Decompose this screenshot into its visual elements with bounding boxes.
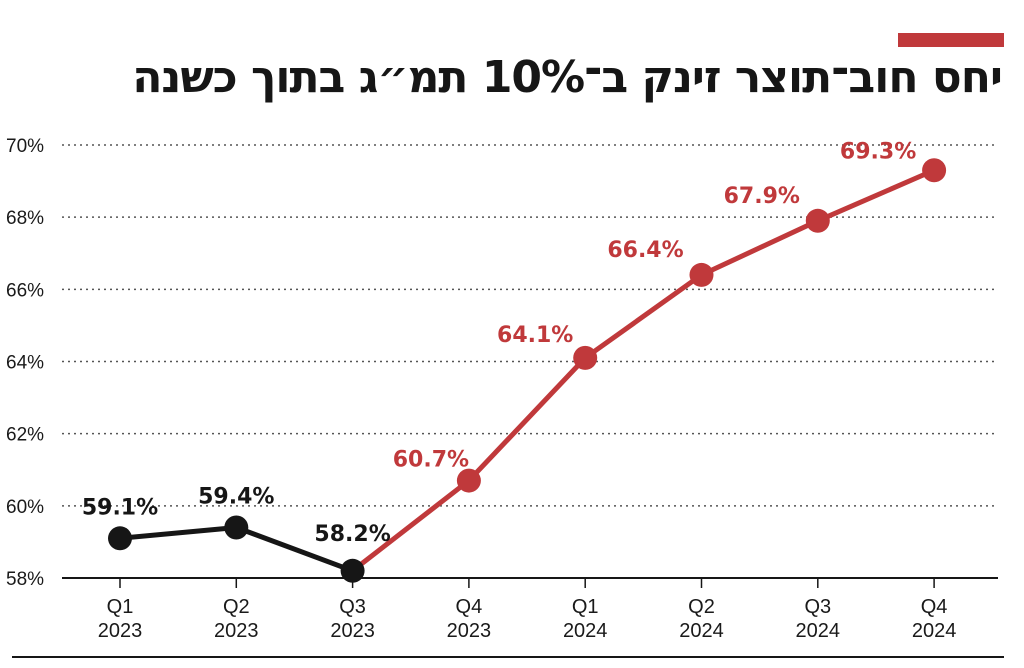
data-label: 58.2%	[314, 522, 390, 547]
y-tick-label: 58%	[6, 569, 44, 590]
data-point	[573, 345, 598, 370]
x-tick-label-year: 2023	[330, 620, 375, 642]
data-label: 69.3%	[840, 139, 916, 164]
x-tick-label-year: 2024	[912, 620, 957, 642]
x-tick-label-quarter: Q1	[107, 596, 134, 618]
chart-title: יחס חוב־תוצר זינק ב־10% תמ״ג בתוך כשנה	[132, 52, 1003, 103]
y-tick-label: 70%	[6, 136, 44, 157]
x-tick-label-year: 2024	[796, 620, 841, 642]
bottom-rule	[12, 656, 1004, 658]
x-tick-label-quarter: Q3	[339, 596, 366, 618]
data-label: 66.4%	[607, 238, 683, 263]
y-tick-label: 64%	[6, 353, 44, 374]
data-point	[224, 515, 249, 540]
y-tick-label: 62%	[6, 425, 44, 446]
x-tick-label-year: 2023	[214, 620, 259, 642]
data-label: 59.1%	[82, 495, 158, 520]
data-label: 67.9%	[724, 184, 800, 209]
accent-bar	[898, 33, 1004, 47]
data-point	[456, 468, 481, 493]
y-tick-label: 60%	[6, 497, 44, 518]
x-tick-label-quarter: Q1	[572, 596, 599, 618]
x-tick-label-year: 2024	[563, 620, 608, 642]
x-tick-label-quarter: Q2	[223, 596, 250, 618]
y-tick-label: 66%	[6, 280, 44, 301]
y-tick-label: 68%	[6, 208, 44, 229]
x-tick-label-quarter: Q4	[456, 596, 483, 618]
data-point	[805, 208, 830, 233]
data-point	[108, 526, 132, 551]
x-tick-label-quarter: Q3	[804, 596, 831, 618]
data-point	[689, 262, 714, 287]
x-tick-label-year: 2023	[447, 620, 492, 642]
x-tick-label-year: 2024	[679, 620, 724, 642]
data-label: 60.7%	[393, 448, 469, 473]
x-tick-label-quarter: Q4	[921, 596, 948, 618]
data-label: 64.1%	[497, 323, 573, 348]
x-tick-label-quarter: Q2	[688, 596, 715, 618]
x-tick-label-year: 2023	[98, 620, 143, 642]
data-point	[922, 158, 947, 183]
data-label: 59.4%	[198, 484, 274, 509]
series-line	[351, 167, 936, 573]
data-point	[340, 558, 365, 583]
